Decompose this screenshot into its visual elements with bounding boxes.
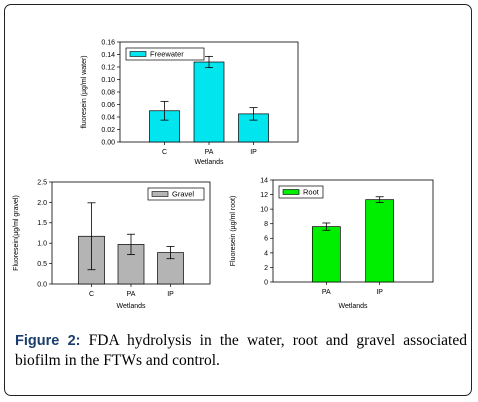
y-tick-label: 6	[264, 236, 268, 243]
y-tick-label: 10	[260, 207, 268, 214]
y-tick-label: 0.06	[101, 102, 115, 109]
y-tick-label: 12	[260, 192, 268, 199]
y-tick-label: 1.5	[37, 220, 47, 227]
y-tick-label: 0.0	[37, 281, 47, 288]
x-tick-label-IP: IP	[250, 149, 257, 156]
y-tick-label: 0.14	[101, 52, 115, 59]
x-axis-label: Wetlands	[116, 303, 146, 310]
bar-PA	[117, 244, 145, 285]
legend-label: Root	[303, 188, 320, 197]
y-tick-label: 0.12	[101, 64, 115, 71]
y-tick-label: 0.10	[101, 77, 115, 84]
caption-label: Figure 2:	[15, 333, 81, 349]
figure-caption: Figure 2: FDA hydrolysis in the water, r…	[15, 331, 467, 371]
legend-label: Gravel	[172, 190, 194, 199]
x-tick-label-PA: PA	[205, 149, 214, 156]
x-axis-label: Wetlands	[338, 303, 368, 310]
bar-IP	[365, 199, 395, 283]
y-axis-label: Fluoresein (µg/ml root)	[230, 196, 237, 267]
x-tick-label-IP: IP	[376, 289, 383, 296]
y-tick-label: 0.16	[101, 39, 115, 46]
y-tick-label: 0.04	[101, 114, 115, 121]
bar-PA	[311, 226, 341, 283]
x-tick-label-PA: PA	[127, 291, 136, 298]
y-tick-label: 8	[264, 221, 268, 228]
gravel-chart: 0.0 0.5 1.0 1.5 2.0 2.5 C PA IP Wetlands Fluoresei…	[13, 179, 211, 310]
y-tick-label: 2.5	[37, 179, 47, 186]
x-tick-label-C: C	[89, 291, 94, 298]
y-tick-label: 0	[264, 279, 268, 286]
legend-swatch	[151, 191, 169, 197]
y-tick-label: 14	[260, 177, 268, 184]
y-tick-label: 2	[264, 265, 268, 272]
legend-box	[278, 185, 324, 199]
x-axis-label: Wetlands	[194, 159, 224, 166]
legend-box	[147, 187, 205, 201]
bar-PA	[193, 61, 225, 143]
legend-swatch	[129, 51, 147, 57]
y-tick-label: 2.0	[37, 200, 47, 207]
caption-text: FDA hydrolysis in the water, root and gr…	[15, 332, 467, 369]
y-tick-label: 0.5	[37, 261, 47, 268]
plot-area	[272, 179, 434, 283]
legend-swatch	[282, 189, 300, 195]
y-tick-label: 0.02	[101, 127, 115, 134]
y-axis-label: Fluoresein(µg/ml gravel)	[13, 195, 20, 271]
y-tick-label: 0.00	[101, 139, 115, 146]
y-axis-label: fluoresein (µg/ml water)	[81, 55, 88, 128]
x-tick-label-PA: PA	[322, 289, 331, 296]
y-tick-label: 4	[264, 250, 268, 257]
y-tick-label: 1.0	[37, 241, 47, 248]
legend-label: Freewater	[150, 50, 184, 59]
root-chart: 0 2 4 6 8 10 12 14 PA IP Wetlands Fluoresein (µg/ml…	[230, 177, 434, 310]
x-tick-label-IP: IP	[167, 291, 174, 298]
x-tick-label-C: C	[162, 149, 167, 156]
freewater-chart: 0.00 0.02 0.04 0.06 0.08 0.10 0.12 0.14 0.16 C PA I…	[81, 39, 299, 166]
legend-box	[125, 47, 205, 61]
y-tick-label: 0.08	[101, 89, 115, 96]
